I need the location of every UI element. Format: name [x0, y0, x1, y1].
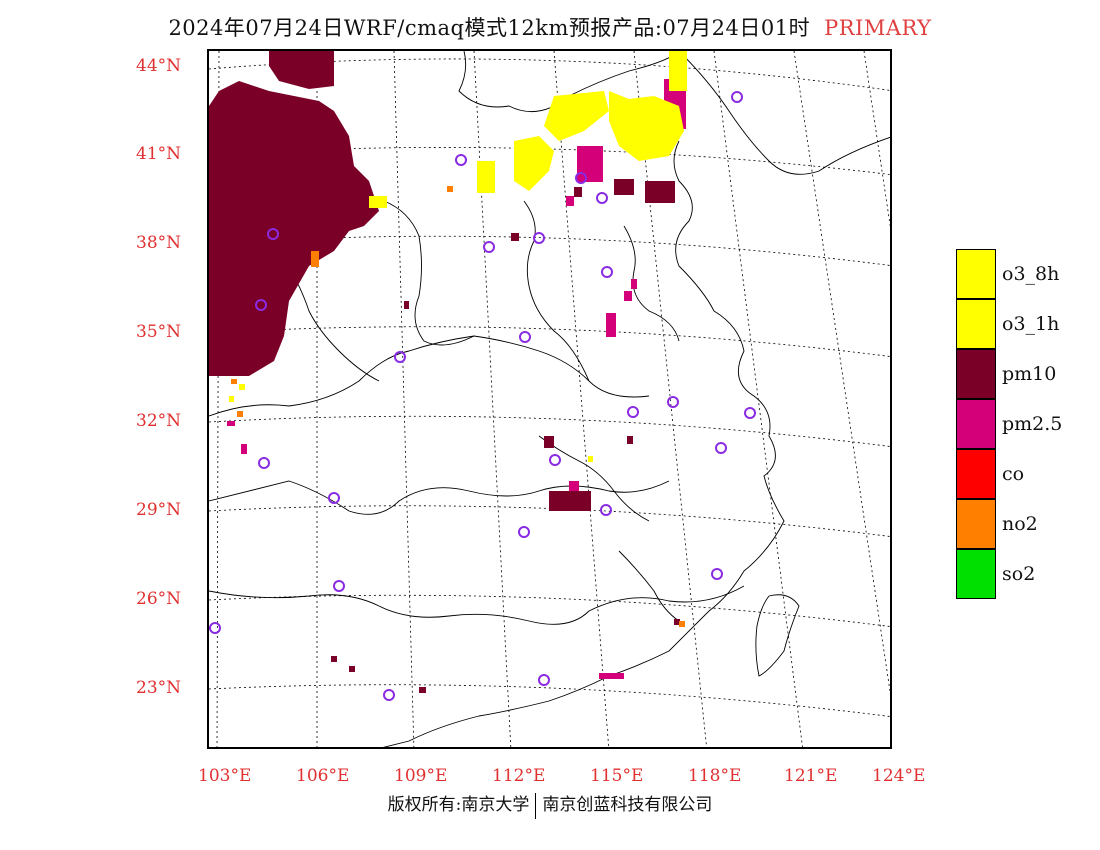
- pm10-field: [209, 51, 680, 693]
- lat-label-29: 29°N: [136, 500, 182, 520]
- legend-swatch: [956, 549, 996, 599]
- lon-label-118: 118°E: [688, 766, 742, 786]
- legend-label: so2: [1002, 563, 1036, 585]
- site-marker: [627, 406, 639, 418]
- o3-field: [229, 51, 687, 462]
- legend-label: o3_1h: [1002, 313, 1060, 335]
- legend-swatch: [956, 299, 996, 349]
- map-panel[interactable]: [207, 49, 892, 749]
- legend-label: pm10: [1002, 363, 1057, 385]
- site-marker: [394, 351, 406, 363]
- site-marker: [596, 192, 608, 204]
- primary-tag: PRIMARY: [824, 16, 932, 40]
- lon-label-106: 106°E: [296, 766, 350, 786]
- site-marker: [538, 674, 550, 686]
- footer-right: 南京创蓝科技有限公司: [542, 795, 713, 815]
- site-marker: [600, 504, 612, 516]
- site-marker: [518, 526, 530, 538]
- lat-label-38: 38°N: [136, 233, 182, 253]
- lon-label-124: 124°E: [872, 766, 926, 786]
- legend-label: pm2.5: [1002, 413, 1063, 435]
- lat-label-26: 26°N: [136, 589, 182, 609]
- lat-label-32: 32°N: [136, 411, 182, 431]
- legend-label: o3_8h: [1002, 263, 1060, 285]
- legend-swatch: [956, 349, 996, 399]
- site-marker: [533, 232, 545, 244]
- site-marker: [715, 442, 727, 454]
- no2-field: [231, 186, 685, 627]
- site-marker: [711, 568, 723, 580]
- boundaries: [209, 51, 890, 747]
- site-marker: [255, 299, 267, 311]
- site-marker: [731, 91, 743, 103]
- lat-label-41: 41°N: [136, 144, 182, 164]
- title-text: 2024年07月24日WRF/cmaq模式12km预报产品:07月24日01时: [168, 16, 811, 40]
- site-marker: [258, 457, 270, 469]
- site-marker: [519, 331, 531, 343]
- copyright-footer: 版权所有:南京大学 南京创蓝科技有限公司: [0, 790, 1100, 819]
- site-marker: [483, 241, 495, 253]
- legend-swatch: [956, 399, 996, 449]
- site-marker: [209, 622, 221, 634]
- site-marker: [383, 689, 395, 701]
- legend-swatch: [956, 449, 996, 499]
- site-marker: [575, 172, 587, 184]
- legend-swatch: [956, 499, 996, 549]
- site-marker: [744, 407, 756, 419]
- lat-label-35: 35°N: [136, 322, 182, 342]
- map-canvas: [209, 51, 890, 747]
- footer-divider: [535, 792, 537, 819]
- lon-label-103: 103°E: [198, 766, 252, 786]
- lon-label-115: 115°E: [590, 766, 644, 786]
- site-marker: [267, 228, 279, 240]
- legend-swatch: [956, 249, 996, 299]
- site-marker: [549, 454, 561, 466]
- legend-label: no2: [1002, 513, 1038, 535]
- lat-label-44: 44°N: [136, 56, 182, 76]
- lon-label-109: 109°E: [394, 766, 448, 786]
- site-marker: [328, 492, 340, 504]
- footer-left: 版权所有:南京大学: [387, 795, 530, 815]
- map-title: 2024年07月24日WRF/cmaq模式12km预报产品:07月24日01时 P…: [0, 12, 1100, 42]
- lon-label-121: 121°E: [784, 766, 838, 786]
- lat-label-23: 23°N: [136, 678, 182, 698]
- lon-label-112: 112°E: [492, 766, 546, 786]
- site-marker: [601, 266, 613, 278]
- site-marker: [667, 396, 679, 408]
- legend-label: co: [1002, 463, 1025, 485]
- site-markers: [209, 91, 756, 701]
- site-marker: [455, 154, 467, 166]
- site-marker: [333, 580, 345, 592]
